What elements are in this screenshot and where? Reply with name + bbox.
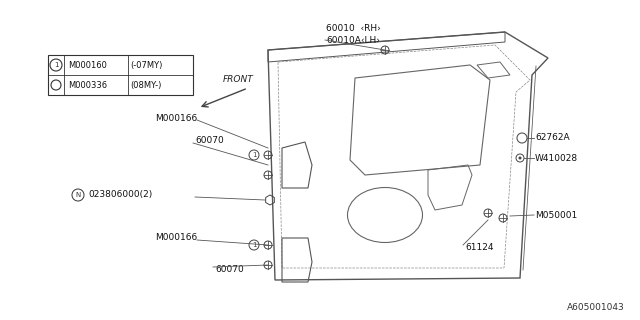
Text: A605001043: A605001043: [567, 303, 625, 312]
Text: 1: 1: [54, 62, 58, 68]
Text: 1: 1: [252, 152, 256, 158]
Text: 61124: 61124: [465, 244, 493, 252]
Text: 60070: 60070: [195, 135, 224, 145]
Text: M000166: M000166: [155, 234, 197, 243]
Text: 60010A‹LH›: 60010A‹LH›: [326, 36, 380, 44]
Text: (-07MY): (-07MY): [130, 60, 163, 69]
Text: M000166: M000166: [155, 114, 197, 123]
Text: 1: 1: [252, 242, 256, 248]
Text: M050001: M050001: [535, 211, 577, 220]
Text: N: N: [76, 192, 81, 198]
Text: FRONT: FRONT: [223, 75, 253, 84]
Text: M000336: M000336: [68, 81, 107, 90]
Text: W410028: W410028: [535, 154, 578, 163]
Text: (08MY-): (08MY-): [130, 81, 161, 90]
Circle shape: [518, 156, 522, 159]
Text: 023806000(2): 023806000(2): [88, 190, 152, 199]
Bar: [48, 55, 193, 95]
Text: M000160: M000160: [68, 60, 107, 69]
Text: 60010  ‹RH›: 60010 ‹RH›: [326, 23, 381, 33]
Text: 60070: 60070: [215, 266, 244, 275]
Text: 62762A: 62762A: [535, 132, 570, 141]
